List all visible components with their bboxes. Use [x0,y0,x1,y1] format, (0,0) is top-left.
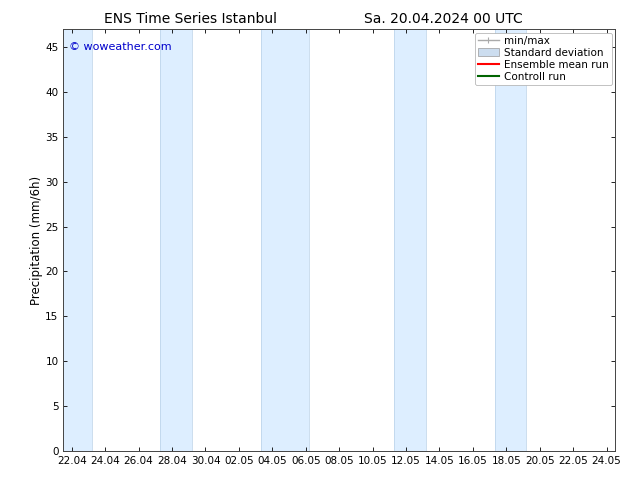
Legend: min/max, Standard deviation, Ensemble mean run, Controll run: min/max, Standard deviation, Ensemble me… [475,32,612,85]
Bar [63,29,92,451]
Y-axis label: Precipitation (mm/6h): Precipitation (mm/6h) [30,175,42,305]
Bar [495,29,526,451]
Bar [394,29,426,451]
Text: Sa. 20.04.2024 00 UTC: Sa. 20.04.2024 00 UTC [365,12,523,26]
Text: © woweather.com: © woweather.com [69,42,172,52]
Bar [261,29,309,451]
Text: ENS Time Series Istanbul: ENS Time Series Istanbul [104,12,276,26]
Bar [160,29,192,451]
